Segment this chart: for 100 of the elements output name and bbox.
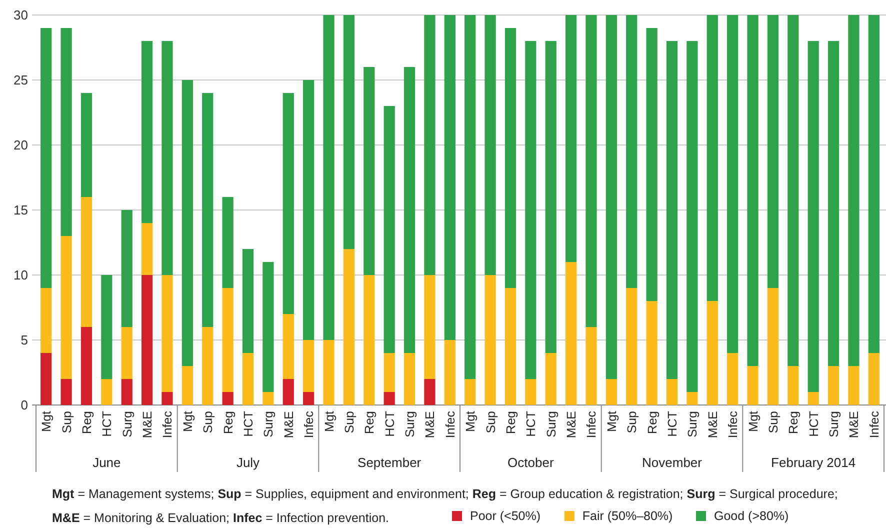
bar (60, 28, 72, 236)
bar (404, 353, 416, 405)
bar (282, 93, 294, 314)
x-tick-label: M&E (847, 411, 862, 438)
bar (282, 379, 294, 405)
x-tick-label: Infec (726, 411, 740, 438)
x-tick-label: M&E (706, 411, 720, 438)
bar (141, 223, 153, 275)
bar (646, 301, 658, 405)
bar (262, 262, 274, 392)
x-tick-label: Sup (201, 410, 216, 434)
bar (40, 28, 52, 288)
x-tick-label: Infec (302, 411, 316, 438)
text: November (642, 455, 703, 470)
bar (626, 15, 638, 288)
bar (767, 15, 779, 288)
x-tick-label: M&E (140, 411, 155, 438)
bar (404, 67, 416, 353)
bar (202, 327, 214, 405)
x-tick-label: Mgt (322, 410, 336, 432)
bar (788, 366, 799, 405)
x-tick-label: Reg (645, 410, 660, 434)
bar (424, 15, 436, 275)
text: July (236, 455, 260, 470)
bar (343, 15, 355, 249)
text: September (358, 455, 422, 470)
bar (788, 15, 799, 366)
x-tick-label: Sup (766, 410, 780, 434)
bar (384, 106, 395, 353)
bar (323, 15, 334, 340)
x-tick-label: Mgt (604, 410, 619, 432)
bar (686, 41, 698, 392)
bar (303, 392, 314, 405)
bar (606, 15, 617, 379)
x-tick-label: HCT (100, 410, 114, 437)
bar (626, 288, 638, 405)
bar (80, 327, 92, 405)
bar (848, 366, 860, 405)
bar (323, 340, 334, 405)
legend-label: Poor (<50%) (470, 509, 541, 523)
bar (727, 353, 738, 405)
text: February 2014 (771, 455, 856, 470)
text: M&E = Monitoring & Evaluation; Infec = Infection prevention. (52, 511, 390, 525)
bar (364, 67, 375, 275)
x-tick-label: Infec (867, 411, 882, 438)
bar (484, 15, 496, 275)
x-tick-label: Sup (342, 410, 356, 434)
x-tick-label: Mgt (180, 410, 195, 432)
x-tick-label: M&E (423, 411, 438, 438)
y-tick-label: 20 (14, 138, 28, 152)
y-tick-label: 5 (20, 332, 28, 348)
text: June (92, 455, 121, 470)
bar (586, 327, 597, 405)
bar (504, 288, 516, 405)
bar (747, 366, 758, 405)
x-tick-label: Mgt (464, 410, 478, 432)
text: October (508, 455, 554, 470)
x-tick-label: Reg (504, 410, 518, 434)
bar (767, 288, 779, 405)
bar (706, 15, 718, 301)
bar (101, 275, 112, 379)
bar (121, 379, 132, 405)
x-tick-label: HCT (524, 410, 538, 437)
text: Mgt = Management systems; Sup = Supplies, equipment and environment; Reg = Group education & registration; Surg = Surgical procedure; (52, 487, 838, 501)
x-tick-label: Mgt (746, 410, 760, 432)
bar (424, 275, 436, 379)
bar (686, 392, 698, 405)
bar (262, 392, 274, 405)
bar (565, 15, 577, 262)
bar (848, 15, 860, 366)
x-tick-label: Surg (262, 410, 276, 438)
bar (162, 275, 173, 392)
y-tick-label: 0 (20, 398, 28, 412)
bar (444, 15, 456, 340)
bar (80, 197, 92, 327)
bar (444, 340, 456, 405)
bar (343, 249, 355, 405)
bar (242, 353, 254, 405)
x-tick-label: HCT (806, 410, 821, 437)
x-tick-label: Infec (443, 411, 458, 438)
bar (747, 15, 758, 366)
bar (121, 210, 132, 327)
bar (828, 366, 840, 405)
bar (40, 353, 52, 405)
bar (162, 392, 173, 405)
bar (141, 275, 153, 405)
bar (222, 392, 234, 405)
bar (182, 80, 193, 366)
bar (727, 15, 738, 353)
bar (868, 15, 880, 353)
bar (504, 28, 516, 288)
bar (484, 275, 496, 405)
x-tick-label: Surg (686, 410, 700, 438)
x-tick-label: Surg (827, 410, 842, 438)
bar (101, 379, 112, 405)
x-tick-label: Infec (160, 411, 175, 438)
bar (586, 15, 597, 327)
bar (868, 353, 880, 405)
bar (222, 288, 234, 392)
bar (706, 301, 718, 405)
